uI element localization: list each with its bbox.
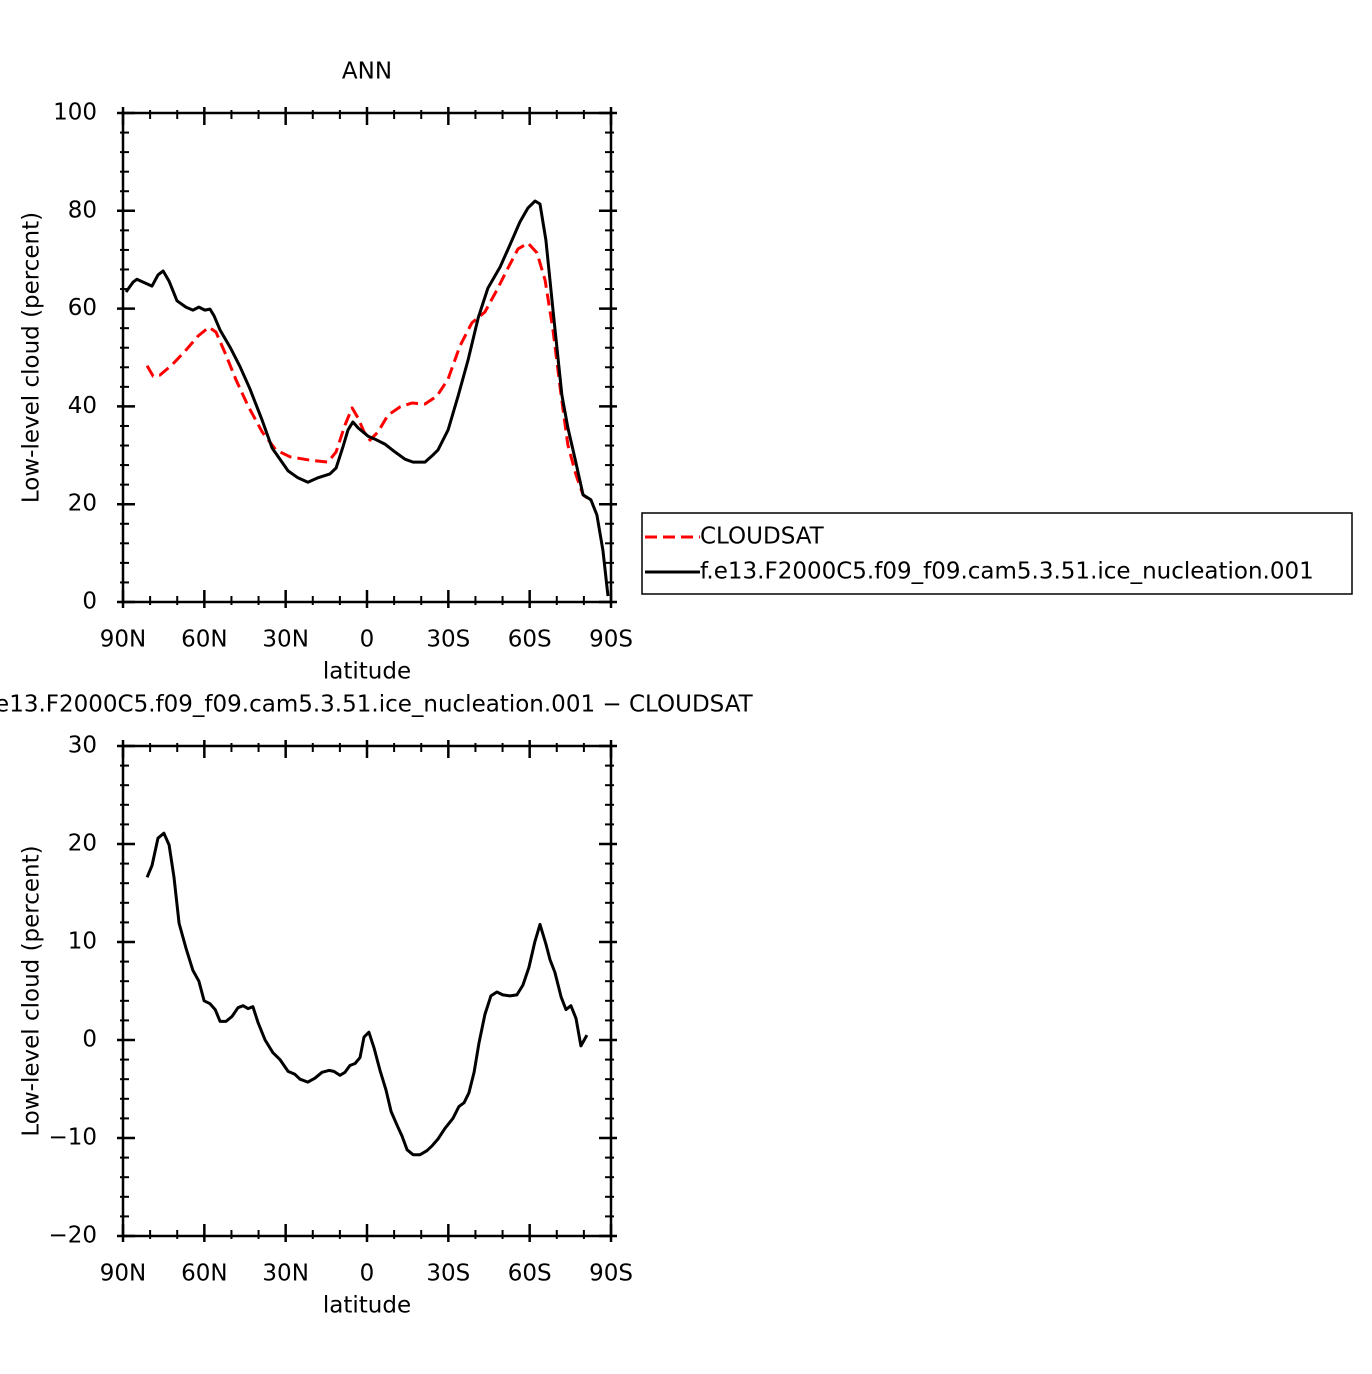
series-line [145, 241, 591, 502]
y-axis-label: Low-level cloud (percent) [19, 845, 45, 1136]
y-tick-label: 0 [82, 589, 97, 615]
y-tick-label: 10 [68, 929, 97, 955]
x-tick-label: 30S [426, 627, 470, 653]
x-tick-label: 60S [508, 627, 552, 653]
x-tick-label: 0 [360, 627, 375, 653]
x-axis-label: latitude [323, 659, 411, 685]
y-tick-label: 30 [68, 733, 97, 759]
legend-label: f.e13.F2000C5.f09_f09.cam5.3.51.ice_nucl… [700, 559, 1314, 585]
plot-frame [121, 111, 613, 604]
legend-label: CLOUDSAT [700, 524, 825, 550]
x-tick-label: 90N [100, 627, 146, 653]
x-tick-label: 0 [360, 1261, 375, 1287]
x-tick-label: 90S [589, 1261, 633, 1287]
chart-title: f.e13.F2000C5.f09_f09.cam5.3.51.ice_nucl… [0, 692, 754, 718]
y-tick-label: 20 [68, 831, 97, 857]
x-tick-label: 90S [589, 627, 633, 653]
y-axis-label: Low-level cloud (percent) [19, 212, 45, 503]
y-tick-label: 20 [68, 491, 97, 517]
x-tick-label: 60S [508, 1261, 552, 1287]
y-tick-label: −10 [48, 1125, 97, 1151]
x-tick-label: 90N [100, 1261, 146, 1287]
x-axis-label: latitude [323, 1293, 411, 1319]
y-tick-label: −20 [48, 1223, 97, 1249]
x-tick-label: 60N [181, 627, 227, 653]
x-tick-label: 30S [426, 1261, 470, 1287]
x-tick-label: 30N [262, 1261, 308, 1287]
series-line [124, 199, 610, 597]
y-tick-label: 100 [53, 100, 97, 126]
legend-box [641, 512, 1353, 595]
y-tick-label: 40 [68, 393, 97, 419]
y-tick-label: 60 [68, 295, 97, 321]
x-tick-label: 30N [262, 627, 308, 653]
plot-frame [121, 744, 613, 1238]
chart-title: ANN [342, 59, 392, 85]
y-tick-label: 0 [82, 1027, 97, 1053]
series-line [145, 831, 589, 1157]
y-tick-label: 80 [68, 197, 97, 223]
x-tick-label: 60N [181, 1261, 227, 1287]
